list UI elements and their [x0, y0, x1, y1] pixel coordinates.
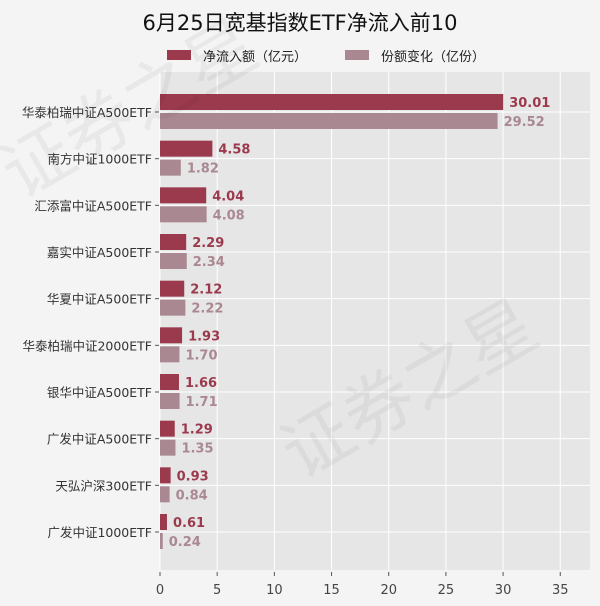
- bar-net-inflow: [160, 234, 187, 250]
- x-tick-label: 20: [380, 583, 397, 598]
- data-label: 1.82: [187, 162, 219, 177]
- data-label: 0.24: [169, 535, 201, 550]
- y-tick-label: 天弘沪深300ETF: [55, 478, 152, 493]
- bar-share-change: [160, 253, 187, 269]
- data-label: 1.70: [185, 348, 217, 363]
- bar-net-inflow: [160, 280, 185, 297]
- bar-net-inflow: [160, 374, 179, 390]
- data-label: 2.22: [191, 302, 223, 317]
- legend-label: 份额变化（亿份）: [381, 49, 485, 65]
- bar-net-inflow: [160, 327, 183, 344]
- x-tick-label: 30: [495, 583, 512, 598]
- data-label: 1.93: [188, 329, 220, 344]
- x-tick-label: 25: [438, 583, 455, 598]
- bar-share-change: [160, 206, 207, 223]
- legend-swatch: [345, 50, 369, 60]
- x-tick-label: 0: [156, 583, 164, 598]
- bar-net-inflow: [160, 94, 504, 110]
- data-label: 2.12: [190, 283, 222, 298]
- bar-net-inflow: [160, 140, 213, 157]
- legend-label: 净流入额（亿元）: [203, 50, 307, 65]
- data-label: 0.93: [177, 469, 209, 484]
- bar-share-change: [160, 113, 498, 129]
- bar-share-change: [160, 393, 180, 409]
- data-label: 1.71: [186, 395, 218, 410]
- data-label: 30.01: [509, 96, 550, 111]
- y-tick-label: 南方中证1000ETF: [47, 152, 152, 167]
- x-tick-label: 35: [552, 583, 569, 598]
- data-label: 29.52: [504, 115, 545, 130]
- data-label: 2.34: [193, 255, 225, 270]
- y-tick-label: 华泰柏瑞中证2000ETF: [22, 338, 152, 353]
- bar-net-inflow: [160, 467, 171, 484]
- y-tick-label: 银华中证A500ETF: [47, 385, 152, 400]
- legend-swatch: [167, 50, 191, 60]
- bar-share-change: [160, 159, 181, 176]
- bar-net-inflow: [160, 420, 175, 437]
- data-label: 4.58: [218, 143, 250, 158]
- bar-share-change: [160, 439, 176, 456]
- x-tick-label: 15: [323, 583, 340, 598]
- bar-share-change: [160, 533, 163, 549]
- plot-area: [160, 72, 590, 570]
- data-label: 1.66: [185, 376, 217, 391]
- bar-net-inflow: [160, 187, 207, 204]
- y-tick-label: 广发中证A500ETF: [47, 432, 152, 447]
- legend: 净流入额（亿元） 份额变化（亿份）: [167, 49, 485, 65]
- chart-title: 6月25日宽基指数ETF净流入前10: [143, 11, 458, 35]
- y-tick-label: 华夏中证A500ETF: [47, 292, 152, 307]
- bar-share-change: [160, 299, 186, 316]
- bar-net-inflow: [160, 514, 167, 530]
- y-tick-label: 广发中证1000ETF: [47, 525, 152, 540]
- data-label: 0.61: [173, 516, 205, 531]
- data-label: 4.04: [212, 189, 244, 204]
- y-tick-label: 汇添富中证A500ETF: [34, 198, 152, 213]
- data-label: 2.29: [192, 236, 224, 251]
- x-tick-label: 5: [213, 583, 221, 598]
- bar-share-change: [160, 346, 180, 363]
- y-tick-label: 华泰柏瑞中证A500ETF: [22, 105, 152, 120]
- data-label: 1.35: [181, 442, 213, 457]
- data-label: 0.84: [176, 488, 208, 503]
- data-label: 1.29: [181, 423, 213, 438]
- y-tick-label: 嘉实中证A500ETF: [47, 245, 152, 260]
- data-label: 4.08: [213, 208, 245, 223]
- x-tick-label: 10: [266, 583, 283, 598]
- bar-share-change: [160, 486, 170, 503]
